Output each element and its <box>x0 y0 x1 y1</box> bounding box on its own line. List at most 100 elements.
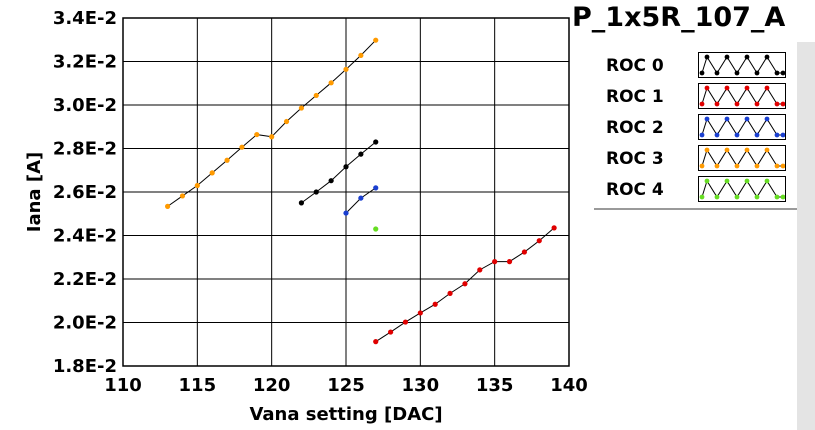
x-tick-label: 135 <box>476 375 514 396</box>
legend-swatch-marker <box>780 132 785 138</box>
data-point <box>283 118 290 125</box>
y-tick-label: 2.4E-2 <box>53 226 117 247</box>
x-axis: 110 115 120 125 130 135 140 <box>104 375 588 396</box>
legend-swatch-line <box>701 148 783 167</box>
data-point <box>536 238 542 244</box>
data-point <box>358 195 364 201</box>
scroll-strip[interactable] <box>797 42 815 430</box>
legend-swatch-marker <box>780 163 785 169</box>
legend-swatch-marker <box>714 101 720 107</box>
legend-swatch-marker <box>744 178 750 184</box>
legend-swatch-marker <box>764 85 770 91</box>
legend-swatch-marker <box>754 70 760 76</box>
data-point <box>269 134 275 140</box>
legend-swatch-marker <box>744 85 750 91</box>
data-series <box>165 37 557 345</box>
data-point <box>343 210 349 216</box>
legend-swatch-marker <box>774 163 780 169</box>
legend-swatch-marker <box>734 132 740 138</box>
data-point <box>254 131 260 138</box>
series-roc-3 <box>165 37 379 209</box>
data-point <box>506 259 513 265</box>
data-point <box>239 144 245 150</box>
legend-item-roc4[interactable]: ROC 4 <box>594 174 797 204</box>
legend-swatch-line <box>701 86 783 105</box>
chart-title: P_1x5R_107_A <box>572 2 786 33</box>
legend-swatch-marker <box>714 194 720 200</box>
legend-swatch-marker <box>699 163 705 169</box>
legend-label: ROC 3 <box>606 149 664 169</box>
legend-item-roc0[interactable]: ROC 0 <box>594 50 797 80</box>
legend-item-roc2[interactable]: ROC 2 <box>594 112 797 142</box>
x-tick-label: 110 <box>104 375 142 396</box>
data-point <box>358 151 364 157</box>
data-point <box>402 319 409 325</box>
legend-label: ROC 0 <box>606 56 664 76</box>
y-tick-label: 1.8E-2 <box>53 356 117 377</box>
legend-swatch-marker <box>764 147 770 153</box>
plot-area <box>122 17 570 367</box>
legend-item-roc1[interactable]: ROC 1 <box>594 81 797 111</box>
data-point <box>343 164 349 170</box>
data-point <box>328 178 334 184</box>
x-axis-title: Vana setting [DAC] <box>249 404 442 425</box>
data-point <box>165 203 171 209</box>
data-point <box>373 37 379 43</box>
legend-swatch-marker <box>704 54 710 60</box>
series-roc-1 <box>373 225 557 345</box>
legend-swatch-marker <box>754 163 760 169</box>
legend-swatch-marker <box>699 194 705 200</box>
legend-swatch <box>698 145 786 171</box>
legend-swatch-marker <box>780 70 785 76</box>
legend-label: ROC 2 <box>606 118 664 138</box>
y-tick-label: 3.0E-2 <box>53 95 117 116</box>
legend-swatch-marker <box>704 178 710 184</box>
data-point <box>388 329 394 335</box>
legend-swatch-marker <box>704 85 710 91</box>
legend-swatch-marker <box>724 116 730 122</box>
data-point <box>373 139 379 145</box>
legend-swatch-marker <box>734 70 740 76</box>
data-point <box>358 52 364 59</box>
legend-swatch-marker <box>699 70 705 76</box>
legend-swatch-marker <box>774 70 780 76</box>
data-point <box>373 185 379 191</box>
legend-label: ROC 1 <box>606 87 664 107</box>
data-point <box>373 339 379 345</box>
data-point <box>447 290 453 296</box>
data-point <box>492 259 498 265</box>
data-point <box>417 310 423 316</box>
legend-swatch-line <box>701 179 783 198</box>
legend-swatch-marker <box>724 147 730 153</box>
legend-swatch-line <box>701 55 783 74</box>
y-tick-label: 2.8E-2 <box>53 139 117 160</box>
legend-swatch <box>698 114 786 140</box>
data-point <box>551 225 557 231</box>
y-tick-label: 2.2E-2 <box>53 269 117 290</box>
x-tick-label: 140 <box>550 375 588 396</box>
legend-swatch-marker <box>764 54 770 60</box>
legend-swatch-marker <box>774 194 780 200</box>
legend-item-roc3[interactable]: ROC 3 <box>594 143 797 173</box>
legend-swatch-marker <box>780 101 785 107</box>
legend-swatch-marker <box>744 116 750 122</box>
legend-swatch <box>698 83 786 109</box>
legend-swatch-marker <box>699 132 705 138</box>
x-tick-label: 120 <box>253 375 291 396</box>
data-point <box>462 281 468 287</box>
data-point <box>432 301 438 307</box>
legend-swatch-marker <box>754 132 760 138</box>
legend-swatch-marker <box>704 116 710 122</box>
x-tick-label: 115 <box>179 375 217 396</box>
data-point <box>313 92 319 99</box>
series-roc-2 <box>343 185 379 216</box>
y-tick-label: 2.0E-2 <box>53 313 117 334</box>
legend: ROC 0 ROC 1 ROC 2 ROC 3 ROC 4 <box>594 42 797 210</box>
data-point <box>194 182 200 189</box>
legend-swatch-marker <box>764 116 770 122</box>
x-tick-label: 125 <box>327 375 365 396</box>
data-point <box>343 66 349 72</box>
legend-swatch-marker <box>754 101 760 107</box>
legend-swatch-marker <box>764 178 770 184</box>
y-tick-label: 3.4E-2 <box>53 8 117 29</box>
